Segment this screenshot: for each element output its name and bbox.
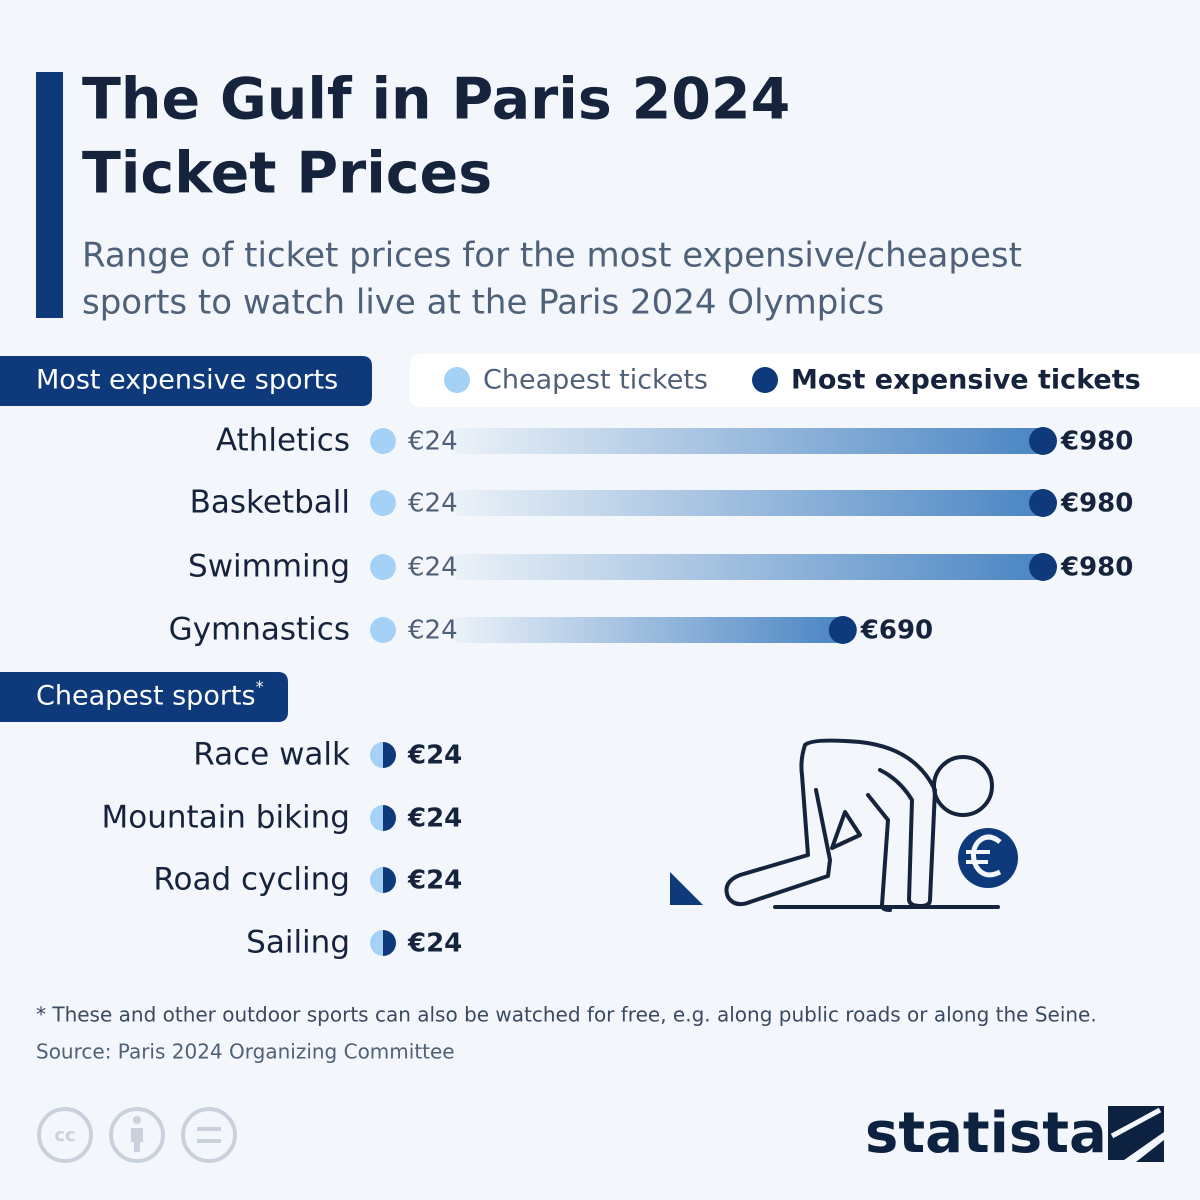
half-dot-left xyxy=(370,867,383,893)
value-label: €24 xyxy=(407,929,462,959)
title-accent xyxy=(36,72,63,318)
max-label: €980 xyxy=(1060,553,1133,583)
chart-title: The Gulf in Paris 2024 xyxy=(82,67,790,133)
chart-subtitle: Range of ticket prices for the most expe… xyxy=(82,236,1022,276)
brand-logo xyxy=(1108,1106,1164,1162)
category-label: Race walk xyxy=(193,737,350,773)
cc-icon: cc xyxy=(54,1125,75,1146)
note-mark: * xyxy=(256,677,264,696)
half-dot xyxy=(370,805,396,831)
brand-logo-line xyxy=(1110,1107,1162,1139)
category-label: Swimming xyxy=(188,549,350,585)
half-dot-right xyxy=(383,930,396,956)
value-label: €24 xyxy=(407,866,462,896)
max-dot xyxy=(828,616,857,644)
footnote: * These and other outdoor sports can als… xyxy=(36,1003,1097,1027)
legend-label: Cheapest tickets xyxy=(483,365,708,396)
category-label: Road cycling xyxy=(153,862,350,898)
half-dot-right xyxy=(383,805,396,831)
half-dot-left xyxy=(370,742,383,768)
range-bar xyxy=(455,490,1043,516)
legend-swatch xyxy=(752,367,778,393)
min-dot xyxy=(370,490,396,516)
section-label: Cheapest sports* xyxy=(36,677,264,712)
max-dot xyxy=(1029,489,1057,517)
half-dot xyxy=(370,930,396,956)
min-label: €24 xyxy=(408,489,458,519)
min-dot xyxy=(370,617,396,643)
value-label: €24 xyxy=(407,804,462,834)
half-dot-right xyxy=(383,867,396,893)
min-dot xyxy=(370,554,396,580)
starting-block xyxy=(670,872,703,905)
category-label: Gymnastics xyxy=(169,612,350,648)
half-dot-left xyxy=(370,930,383,956)
license-icons xyxy=(37,1107,237,1163)
legend-swatch xyxy=(444,367,470,393)
value-label: €24 xyxy=(407,741,462,771)
half-dot xyxy=(370,742,396,768)
euro-icon xyxy=(958,828,1018,888)
half-dot-right xyxy=(383,742,396,768)
half-dot xyxy=(370,867,396,893)
section-tag xyxy=(0,672,288,722)
legend-box xyxy=(410,354,1200,407)
athlete-illustration xyxy=(724,738,1000,912)
range-bar xyxy=(455,428,1043,454)
min-label: €24 xyxy=(408,616,458,646)
max-label: €980 xyxy=(1060,489,1133,519)
range-bar xyxy=(455,554,1043,580)
category-label: Basketball xyxy=(190,485,350,521)
chart-subtitle: sports to watch live at the Paris 2024 O… xyxy=(82,283,884,323)
half-dot-left xyxy=(370,805,383,831)
category-label: Athletics xyxy=(216,423,350,459)
min-label: €24 xyxy=(408,427,458,457)
chart-title: Ticket Prices xyxy=(82,141,492,207)
min-label: €24 xyxy=(408,553,458,583)
brand: statista xyxy=(865,1101,1107,1166)
max-dot xyxy=(1029,427,1057,455)
category-label: Mountain biking xyxy=(102,800,350,836)
max-dot xyxy=(1029,553,1057,581)
legend-label: Most expensive tickets xyxy=(791,365,1141,396)
max-label: €980 xyxy=(1060,427,1133,457)
source: Source: Paris 2024 Organizing Committee xyxy=(36,1040,455,1064)
category-label: Sailing xyxy=(246,925,350,961)
max-label: €690 xyxy=(860,616,933,646)
range-bar xyxy=(455,617,843,643)
section-label: Most expensive sports xyxy=(36,365,338,396)
section-tag xyxy=(0,356,372,406)
min-dot xyxy=(370,428,396,454)
